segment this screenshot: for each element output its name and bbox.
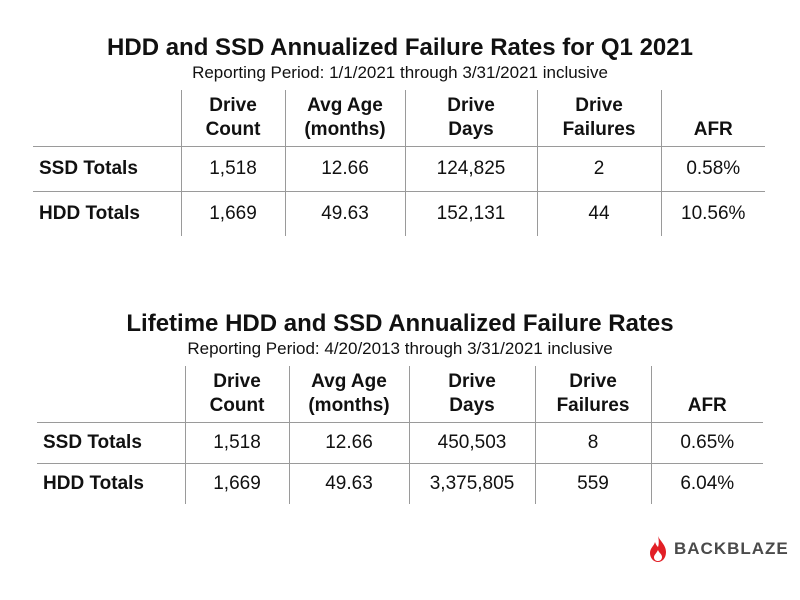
q1-table-title: HDD and SSD Annualized Failure Rates for… [107,34,693,61]
cell-drive-days: 450,503 [408,422,535,464]
q1-table-subtitle: Reporting Period: 1/1/2021 through 3/31/… [192,63,608,82]
header-line: Count [205,119,261,140]
logo-text: BACKBLAZE [674,539,789,558]
header-line: Failures [556,395,630,416]
col-header-drive-days: Drive Days [404,90,537,147]
cell-drive-days: 3,375,805 [408,463,535,504]
col-header-avg-age: Avg Age (months) [288,366,409,423]
cell-drive-failures: 2 [536,146,661,192]
header-line: (months) [308,395,390,416]
cell-drive-count: 1,518 [180,146,285,192]
cell-afr: 6.04% [650,463,763,504]
cell-afr: 0.65% [650,422,763,464]
header-line: Count [209,395,265,416]
col-header-afr: AFR [650,366,763,423]
row-label-ssd: SSD Totals [37,422,185,464]
cell-avg-age: 49.63 [288,463,409,504]
col-header-drive-days: Drive Days [408,366,535,423]
header-line: Drive [448,371,496,392]
row-label-hdd: HDD Totals [33,191,181,236]
cell-drive-days: 152,131 [404,191,537,236]
header-line: Drive [213,371,261,392]
header-line: Drive [575,95,623,116]
cell-avg-age: 49.63 [284,191,405,236]
table-row: HDD Totals 1,669 49.63 152,131 44 10.56% [33,191,765,236]
header-line: Drive [569,371,617,392]
cell-afr: 0.58% [660,146,765,192]
q1-failure-table: Drive Count Avg Age (months) Drive Days … [33,90,765,236]
cell-drive-count: 1,518 [184,422,289,464]
q1-2021-block: HDD and SSD Annualized Failure Rates for… [0,34,800,236]
lifetime-failure-table: Drive Count Avg Age (months) Drive Days … [37,366,763,504]
header-line: Failures [562,119,636,140]
col-header-avg-age: Avg Age (months) [284,90,405,147]
cell-afr: 10.56% [660,191,765,236]
header-line: Avg Age [311,371,387,392]
lifetime-table-subtitle: Reporting Period: 4/20/2013 through 3/31… [187,339,613,358]
cell-drive-days: 124,825 [404,146,537,192]
col-header-drive-failures: Drive Failures [536,90,661,147]
lifetime-block: Lifetime HDD and SSD Annualized Failure … [0,310,800,504]
row-label-ssd: SSD Totals [33,146,181,192]
table-row: SSD Totals 1,518 12.66 450,503 8 0.65% [37,422,763,464]
cell-drive-count: 1,669 [184,463,289,504]
table-row: SSD Totals 1,518 12.66 124,825 2 0.58% [33,146,765,192]
header-line: Days [449,395,495,416]
cell-avg-age: 12.66 [284,146,405,192]
table-row: HDD Totals 1,669 49.63 3,375,805 559 6.0… [37,463,763,504]
lifetime-table-title: Lifetime HDD and SSD Annualized Failure … [126,310,674,337]
backblaze-logo: BACKBLAZE [648,534,789,564]
row-label-hdd: HDD Totals [37,463,185,504]
header-line: Days [448,119,494,140]
header-line: AFR [693,119,733,140]
header-line: Drive [447,95,495,116]
header-line: (months) [304,119,386,140]
col-header-afr: AFR [660,90,765,147]
flame-icon [650,536,666,562]
col-header-drive-count: Drive Count [184,366,289,423]
cell-drive-failures: 8 [534,422,651,464]
col-header-drive-failures: Drive Failures [534,366,651,423]
cell-drive-failures: 559 [534,463,651,504]
cell-drive-count: 1,669 [180,191,285,236]
header-line: Avg Age [307,95,383,116]
col-header-drive-count: Drive Count [180,90,285,147]
header-line: AFR [687,395,727,416]
cell-avg-age: 12.66 [288,422,409,464]
header-line: Drive [209,95,257,116]
cell-drive-failures: 44 [536,191,661,236]
